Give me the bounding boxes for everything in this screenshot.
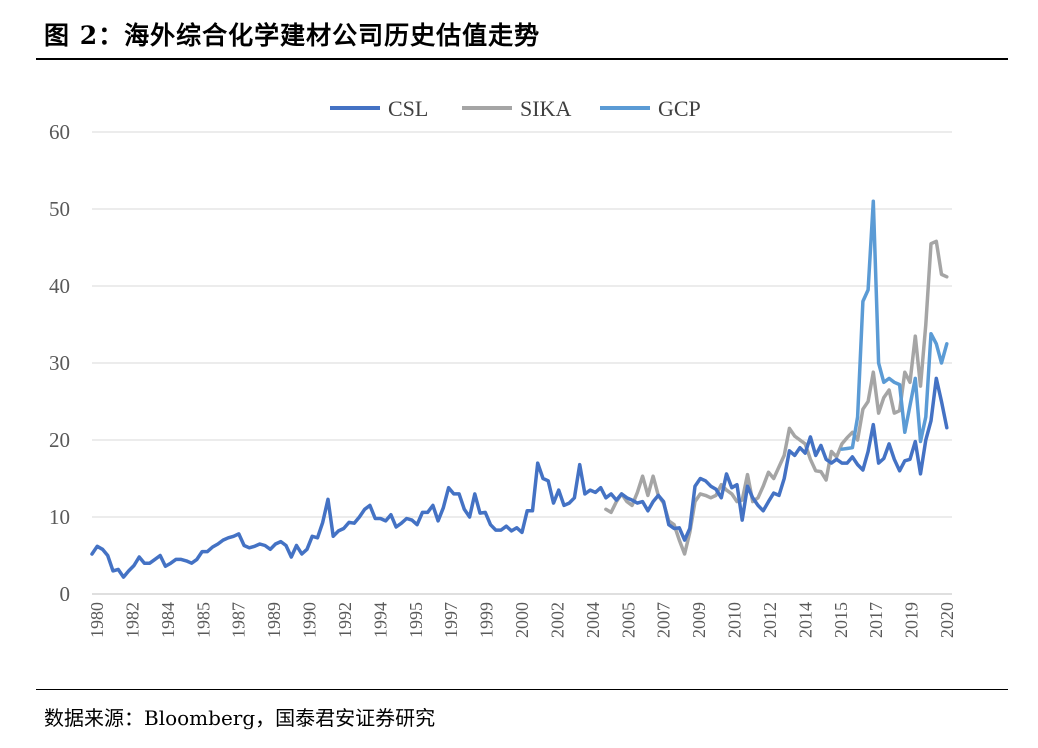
legend-label-csl: CSL [388,96,428,121]
x-tick-label: 1989 [264,602,284,638]
x-tick-label: 2002 [547,602,567,638]
legend-label-sika: SIKA [520,96,571,121]
legend-label-gcp: GCP [658,96,701,121]
series-line-gcp [840,199,949,451]
x-tick-label: 1992 [335,602,355,638]
y-tick-label: 40 [49,274,70,298]
x-tick-label: 1990 [300,602,320,638]
x-tick-label: 2015 [831,602,851,638]
y-tick-label: 30 [49,351,70,375]
x-tick-label: 2012 [760,602,780,638]
x-tick-label: 2010 [725,602,745,638]
source-note: 数据来源：Bloomberg，国泰君安证券研究 [44,706,436,730]
x-tick-label: 2009 [689,602,709,638]
y-tick-label: 10 [49,505,70,529]
x-tick-label: 2019 [902,602,922,638]
figure-title: 图 2：海外综合化学建材公司历史估值走势 [44,21,541,50]
x-tick-label: 2007 [654,602,674,638]
x-tick-label: 2004 [583,602,603,638]
x-tick-label: 1980 [87,602,107,638]
x-tick-label: 2000 [512,602,532,638]
y-tick-label: 20 [49,428,70,452]
y-tick-label: 0 [60,582,71,606]
x-tick-label: 2017 [866,602,886,638]
series-line-sika [604,239,949,556]
x-tick-label: 2020 [937,602,957,638]
top-rule [36,58,1008,60]
x-tick-label: 1982 [122,602,142,638]
bottom-rule [36,689,1008,690]
x-tick-label: 2014 [795,602,815,638]
y-tick-label: 60 [49,120,70,144]
x-tick-label: 1984 [158,602,178,638]
x-tick-label: 1995 [406,602,426,638]
x-tick-label: 1985 [193,602,213,638]
series-line-csl [90,376,949,579]
x-tick-label: 1997 [441,602,461,638]
x-tick-label: 1994 [370,602,390,638]
x-tick-label: 1987 [229,602,249,638]
y-tick-label: 50 [49,197,70,221]
x-tick-label: 2005 [618,602,638,638]
x-tick-label: 1999 [477,602,497,638]
